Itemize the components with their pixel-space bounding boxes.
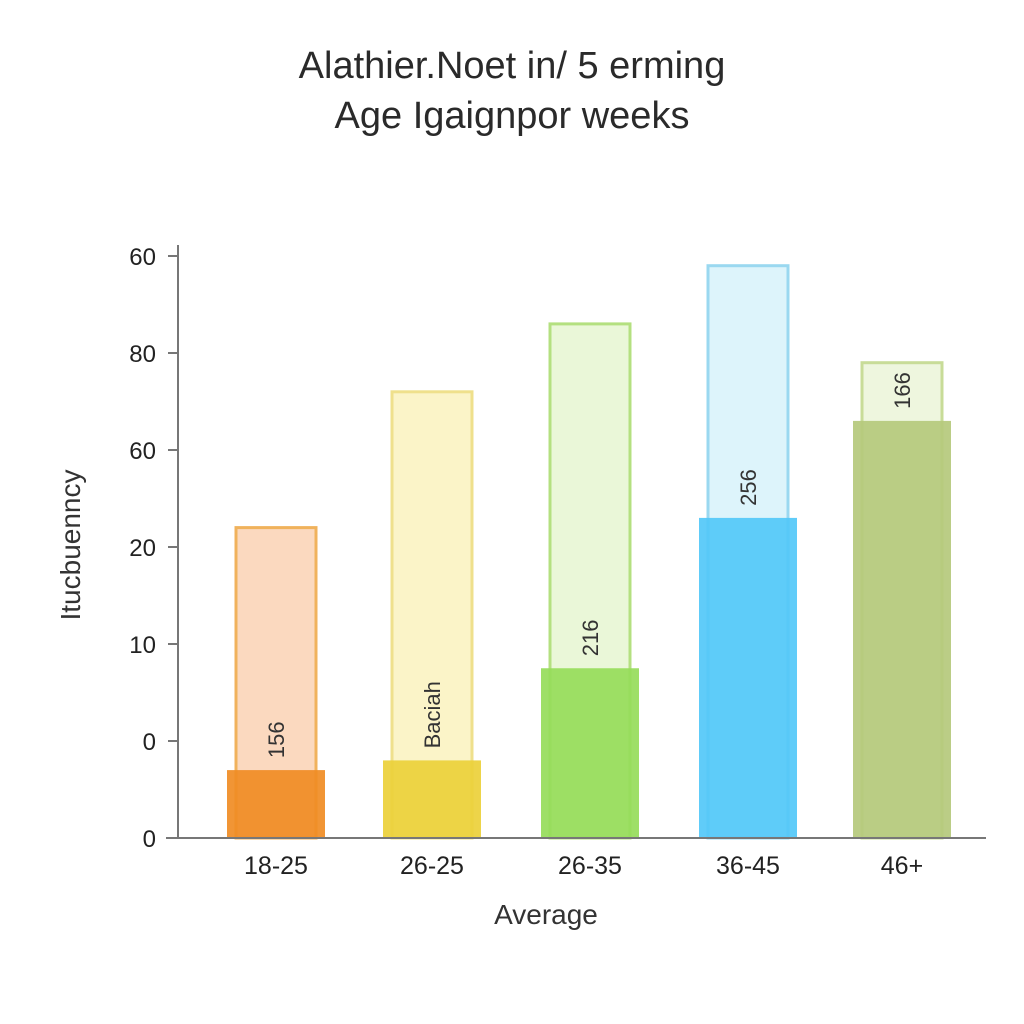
bar-solid-26-35	[541, 668, 639, 838]
y-tick-label: 60	[129, 438, 156, 465]
bar-solid-18-25	[227, 770, 325, 838]
x-tick-label: 36-45	[716, 852, 780, 880]
y-tick-label: 20	[129, 535, 156, 562]
y-ticks-layer: 0 0 10 20 60 80 60	[129, 244, 178, 853]
x-tick-label: 46+	[881, 852, 923, 880]
bar-label-46+: 166	[890, 372, 915, 409]
bar-label-18-25: 156	[264, 721, 289, 758]
bar-solid-36-45	[699, 517, 797, 838]
x-labels-layer: 18-25 26-25 26-35 36-45 46+	[244, 852, 923, 880]
x-axis-title: Average	[494, 899, 598, 930]
y-axis-title: Itucbuenncy	[55, 470, 86, 621]
x-tick-label: 18-25	[244, 852, 308, 880]
x-tick-label: 26-35	[558, 852, 622, 880]
y-tick-label: 80	[129, 341, 156, 368]
y-tick-label: 0	[143, 826, 156, 853]
x-tick-label: 26-25	[400, 852, 464, 880]
y-tick-label: 0	[143, 729, 156, 756]
bar-solid-46+	[853, 420, 951, 838]
y-tick-label: 60	[129, 244, 156, 271]
bars-layer: 156 Baciah 216 256 166	[227, 264, 951, 840]
bar-label-36-45: 256	[736, 469, 761, 506]
bar-solid-26-25	[383, 760, 481, 838]
bar-label-26-35: 216	[578, 620, 603, 657]
chart-subtitle: Age Igaignpor weeks	[335, 95, 690, 137]
y-tick-label: 10	[129, 632, 156, 659]
bar-label-26-25: Baciah	[420, 681, 445, 748]
chart-title: Alathier.Noet in/ 5 erming	[299, 45, 726, 87]
